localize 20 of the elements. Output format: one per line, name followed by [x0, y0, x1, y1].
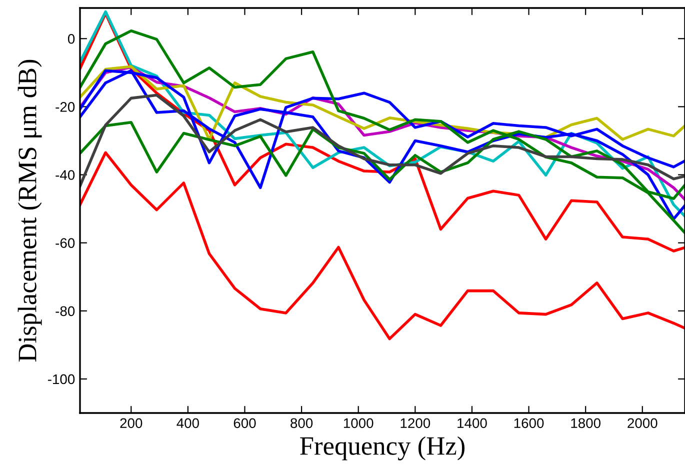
y-tick-label: -20 — [56, 102, 75, 112]
y-tick-label: -60 — [56, 238, 75, 248]
x-tick-label: 600 — [234, 418, 256, 428]
line-series — [80, 94, 685, 188]
x-tick-label: 1000 — [344, 418, 374, 428]
x-tick-label: 1400 — [458, 418, 487, 428]
x-axis-title: Frequency (Hz) — [300, 436, 464, 460]
y-tick-label: -80 — [56, 306, 75, 316]
y-tick-label: -40 — [56, 170, 75, 180]
y-tick-label: 0 — [68, 34, 75, 44]
x-tick-label: 1600 — [514, 418, 544, 428]
x-tick-label: 200 — [120, 418, 142, 428]
x-tick-label: 1200 — [400, 418, 430, 428]
y-axis-title: Displacement (RMS μm dB) — [18, 60, 42, 362]
line-series — [80, 151, 685, 340]
x-tick-label: 400 — [176, 418, 199, 428]
x-tick-label: 2000 — [628, 418, 658, 428]
y-tick-label: -100 — [48, 374, 75, 384]
x-tick-label: 800 — [290, 418, 313, 428]
x-tick-label: 1800 — [571, 418, 600, 428]
